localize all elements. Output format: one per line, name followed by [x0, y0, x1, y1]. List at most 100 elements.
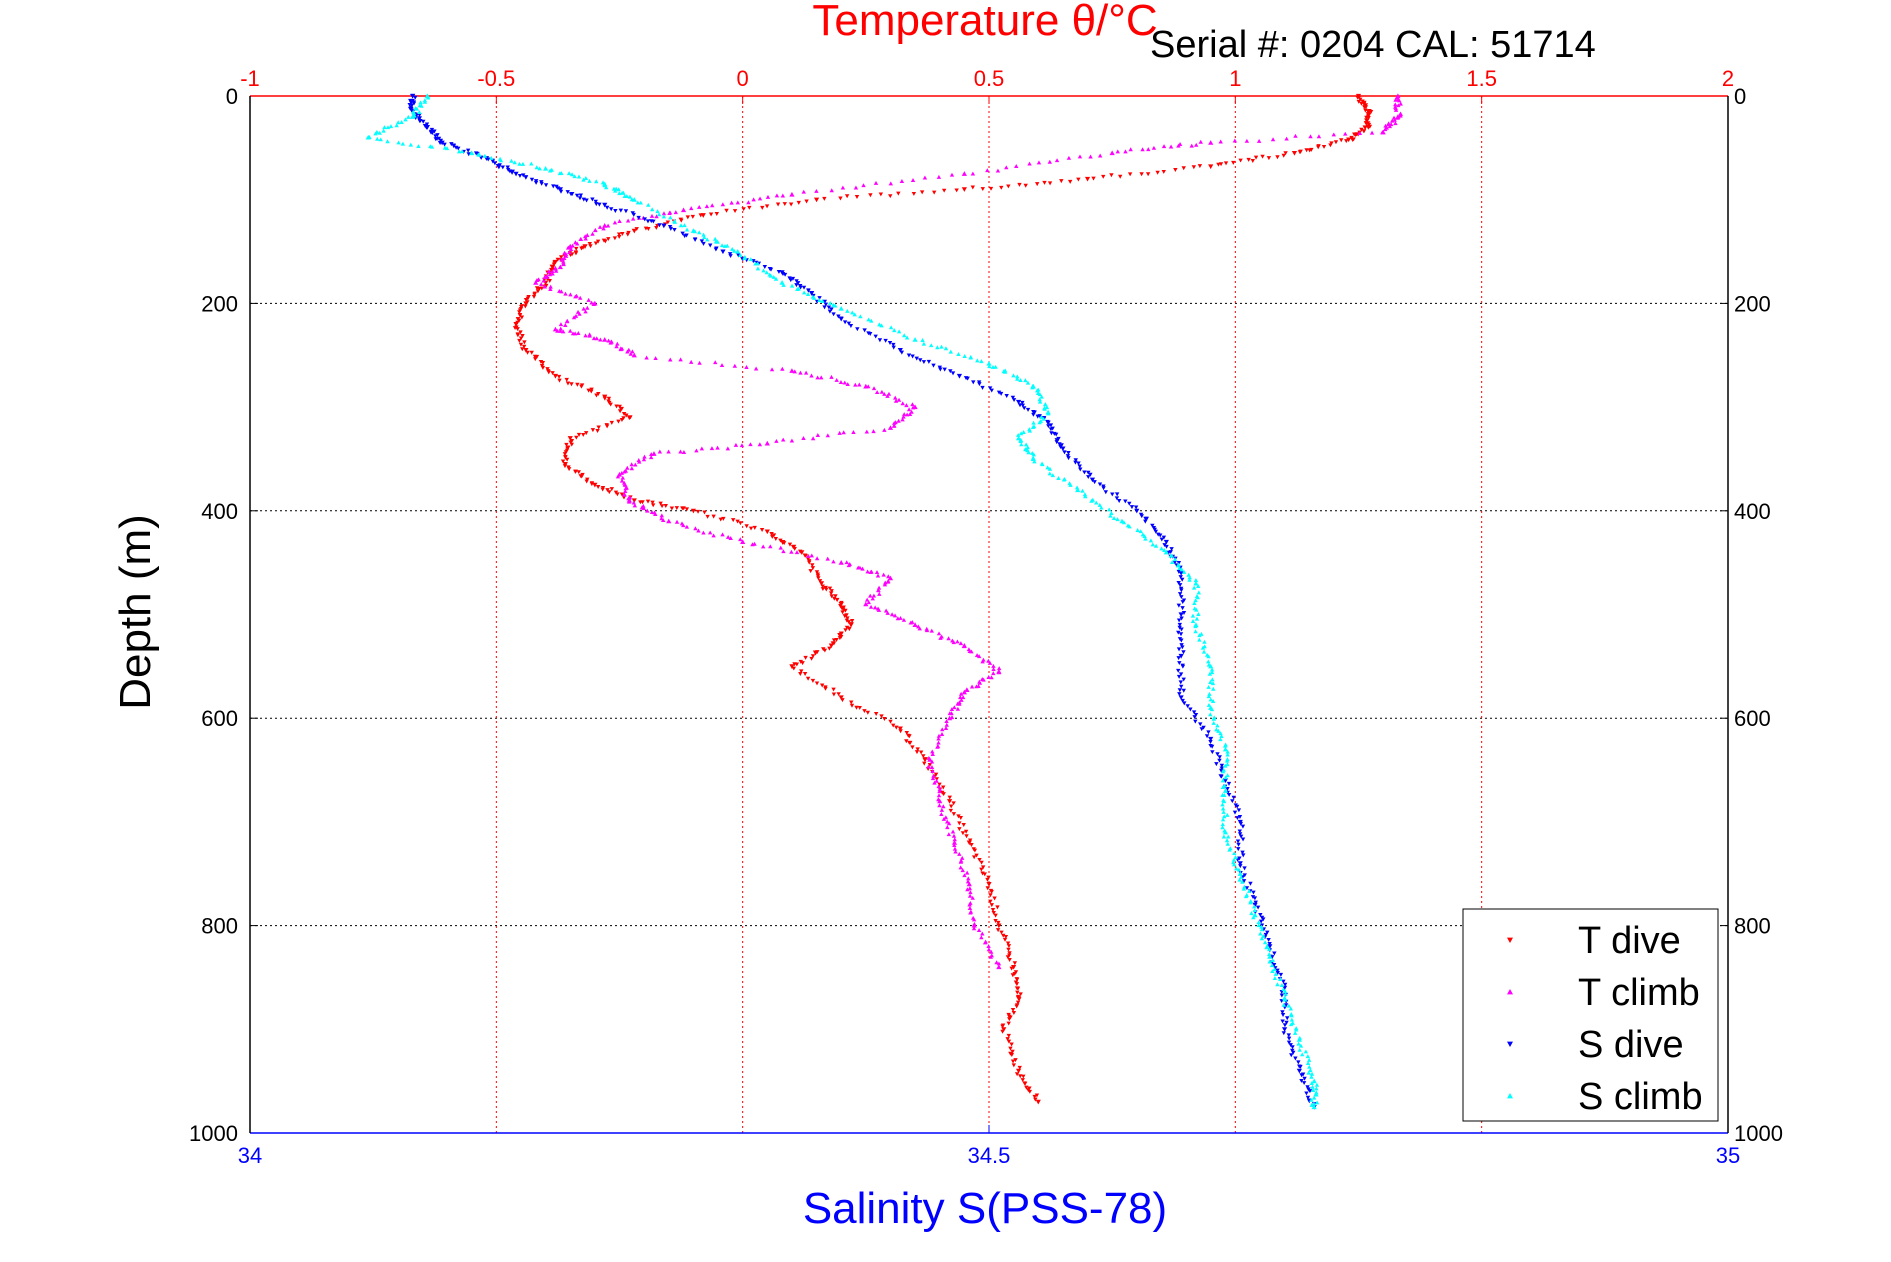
data-point	[710, 203, 715, 208]
data-point	[719, 363, 725, 368]
data-point	[394, 123, 399, 128]
data-point	[569, 382, 574, 387]
data-point	[875, 573, 881, 578]
data-point	[668, 215, 673, 220]
plot-frame	[249, 95, 1729, 1134]
data-point	[961, 644, 967, 649]
data-point	[966, 881, 972, 887]
data-point	[761, 268, 766, 273]
data-point	[837, 430, 842, 435]
data-point	[1264, 945, 1269, 950]
data-point	[751, 197, 756, 202]
data-point	[1042, 180, 1047, 185]
data-point	[1305, 1060, 1311, 1065]
data-point	[1251, 890, 1256, 895]
data-point	[914, 750, 920, 755]
data-point	[559, 255, 564, 260]
data-point	[1189, 143, 1194, 148]
data-point	[991, 663, 996, 668]
data-point	[1242, 866, 1247, 871]
data-point	[980, 385, 985, 390]
data-point	[1198, 722, 1203, 727]
data-point	[666, 449, 671, 454]
data-point	[1020, 1078, 1025, 1083]
data-point	[1193, 598, 1198, 603]
data-point	[971, 917, 977, 922]
data-point	[606, 237, 611, 242]
data-point	[961, 822, 966, 827]
serial-label: Serial #: 0204 CAL: 51714	[1150, 24, 1596, 66]
data-point	[1037, 399, 1043, 404]
data-point	[569, 172, 575, 177]
data-point	[1077, 464, 1082, 469]
data-point	[1267, 944, 1273, 949]
data-point	[886, 574, 891, 579]
data-point	[702, 235, 707, 240]
data-point	[720, 249, 726, 255]
data-point	[564, 377, 569, 382]
data-point	[1298, 149, 1303, 154]
series-layer	[365, 93, 1404, 1110]
data-point	[636, 215, 641, 220]
data-point	[1173, 168, 1178, 173]
data-point	[486, 157, 491, 162]
data-point	[802, 672, 808, 676]
data-point	[1314, 1100, 1320, 1105]
data-point	[921, 360, 927, 365]
data-point	[817, 579, 823, 584]
data-point	[1349, 135, 1354, 140]
data-point	[496, 165, 502, 170]
data-point	[1392, 117, 1397, 122]
data-point	[602, 223, 608, 228]
data-point	[1311, 1078, 1317, 1084]
data-point	[781, 282, 786, 287]
data-point	[993, 364, 998, 369]
data-point	[600, 487, 605, 492]
data-point	[1005, 941, 1011, 946]
data-point	[1299, 1078, 1304, 1083]
data-point	[1027, 1089, 1033, 1094]
data-point	[705, 514, 710, 519]
data-point	[991, 667, 996, 672]
data-point	[820, 298, 825, 303]
data-point	[551, 184, 556, 189]
data-point	[672, 227, 677, 232]
data-point	[550, 269, 555, 274]
data-point	[1309, 1102, 1314, 1107]
data-point	[1306, 1070, 1311, 1075]
data-point	[1108, 513, 1113, 518]
data-point	[1246, 157, 1251, 162]
data-point	[1036, 160, 1042, 165]
data-point	[844, 618, 850, 623]
data-point	[1223, 161, 1229, 166]
data-point	[1198, 139, 1203, 144]
data-point	[971, 926, 977, 931]
data-point	[798, 285, 803, 290]
y-axis-title: Depth (m)	[111, 514, 160, 710]
data-point	[929, 759, 935, 764]
data-point	[1209, 670, 1215, 675]
data-point	[1179, 588, 1184, 593]
series-s-climb	[365, 93, 1320, 1110]
data-point	[949, 707, 955, 712]
data-point	[1178, 680, 1183, 685]
data-point	[892, 613, 898, 618]
data-point	[433, 134, 438, 139]
data-point	[603, 239, 608, 244]
data-point	[810, 436, 816, 441]
legend-marker	[1507, 937, 1513, 943]
data-point	[1169, 553, 1175, 558]
data-point	[585, 305, 590, 310]
data-point	[651, 219, 656, 224]
data-point	[952, 837, 957, 842]
data-point	[951, 640, 956, 645]
data-point	[1282, 995, 1288, 1001]
legend-label: S dive	[1578, 1024, 1684, 1066]
data-point	[906, 353, 912, 358]
data-point	[523, 175, 529, 180]
data-point	[922, 761, 927, 766]
data-point	[1397, 98, 1402, 103]
data-point	[1180, 664, 1186, 669]
data-point	[1015, 1068, 1022, 1074]
data-point	[1224, 758, 1230, 763]
